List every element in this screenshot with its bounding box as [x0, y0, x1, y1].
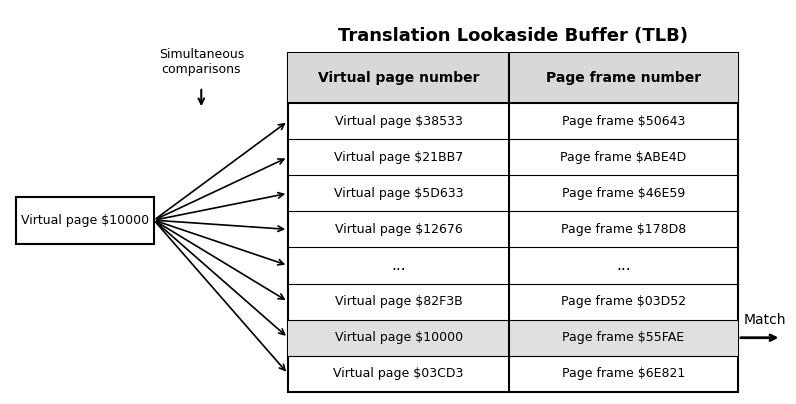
- Text: ...: ...: [616, 258, 631, 273]
- Text: Virtual page $38533: Virtual page $38533: [334, 115, 462, 128]
- Text: Page frame $46E59: Page frame $46E59: [562, 187, 685, 200]
- Bar: [288, 320, 738, 356]
- Text: Simultaneous
comparisons: Simultaneous comparisons: [158, 48, 244, 76]
- Text: Virtual page $21BB7: Virtual page $21BB7: [334, 151, 463, 164]
- Text: Page frame $ABE4D: Page frame $ABE4D: [560, 151, 687, 164]
- Text: Match: Match: [743, 313, 786, 326]
- Text: Translation Lookaside Buffer (TLB): Translation Lookaside Buffer (TLB): [338, 27, 688, 45]
- Text: Virtual page $82F3B: Virtual page $82F3B: [334, 295, 462, 308]
- Text: Page frame $6E821: Page frame $6E821: [562, 367, 685, 380]
- Bar: [16, 197, 154, 244]
- Text: Virtual page $5D633: Virtual page $5D633: [334, 187, 463, 200]
- Bar: [288, 53, 738, 103]
- Text: Virtual page number: Virtual page number: [318, 71, 479, 85]
- Bar: [288, 53, 738, 392]
- Text: Page frame $55FAE: Page frame $55FAE: [563, 331, 685, 344]
- Text: Page frame number: Page frame number: [546, 71, 701, 85]
- Text: Page frame $03D52: Page frame $03D52: [561, 295, 686, 308]
- Text: Virtual page $12676: Virtual page $12676: [334, 223, 462, 236]
- Text: Virtual page $10000: Virtual page $10000: [21, 214, 149, 227]
- Text: ...: ...: [392, 258, 406, 273]
- Text: Virtual page $03CD3: Virtual page $03CD3: [334, 367, 464, 380]
- Text: Page frame $178D8: Page frame $178D8: [561, 223, 686, 236]
- Text: Virtual page $10000: Virtual page $10000: [334, 331, 462, 344]
- Text: Page frame $50643: Page frame $50643: [562, 115, 685, 128]
